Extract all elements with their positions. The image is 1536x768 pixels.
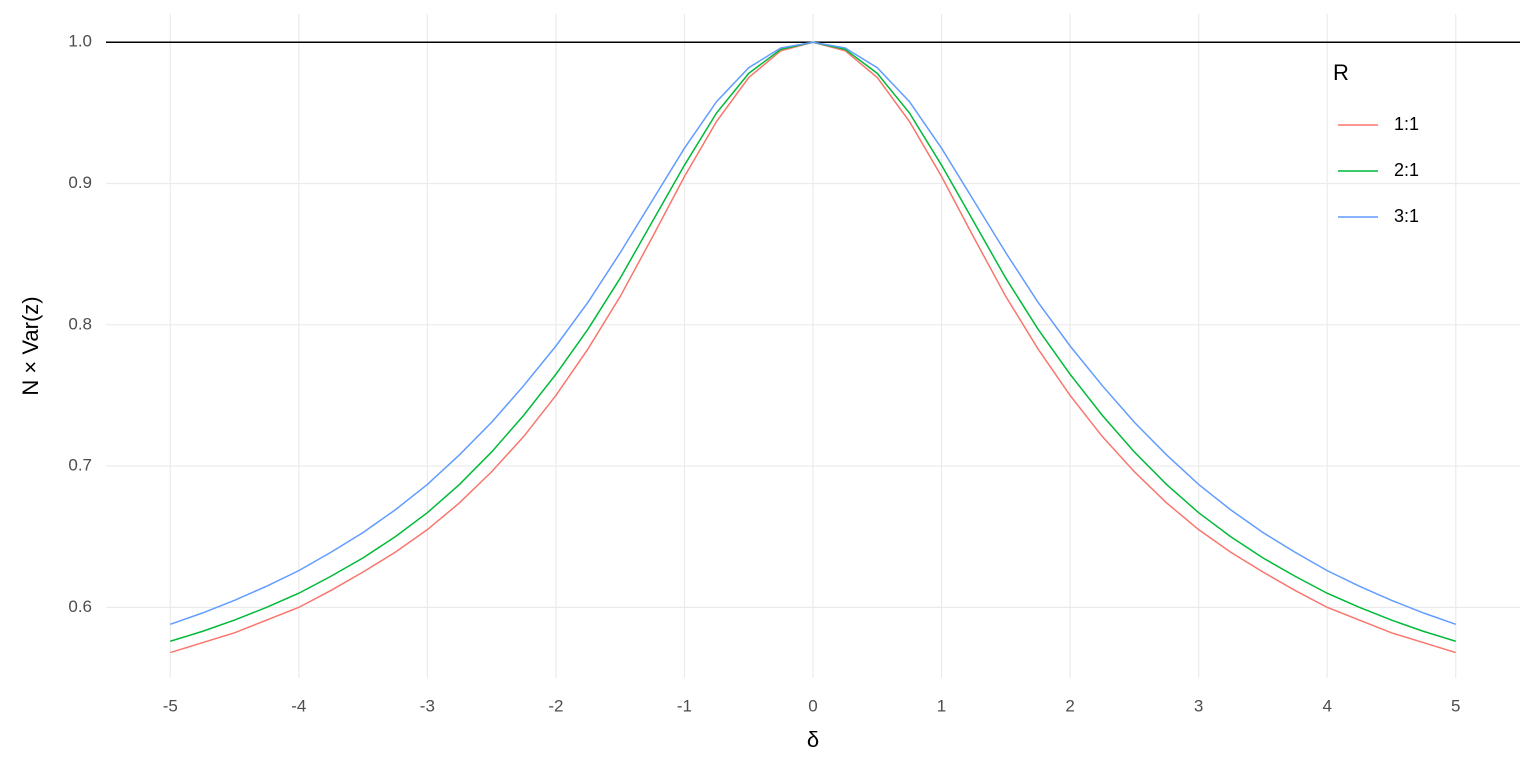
- x-tick-label: 5: [1451, 696, 1460, 715]
- x-tick-label: -3: [420, 696, 435, 715]
- x-tick-label: -1: [677, 696, 692, 715]
- x-tick-label: 1: [937, 696, 946, 715]
- y-tick-label: 0.7: [68, 456, 92, 475]
- legend-label: 2:1: [1394, 160, 1419, 180]
- y-tick-label: 0.6: [68, 597, 92, 616]
- y-axis-title: N × Var(z): [18, 296, 43, 395]
- y-tick-label: 0.9: [68, 173, 92, 192]
- x-axis-title: δ: [807, 727, 819, 752]
- legend-label: 3:1: [1394, 206, 1419, 226]
- grid: [106, 14, 1520, 678]
- x-tick-label: 3: [1194, 696, 1203, 715]
- series-line: [170, 41, 1456, 626]
- y-tick-label: 1.0: [68, 32, 92, 51]
- x-tick-label: -5: [163, 696, 178, 715]
- x-tick-label: 0: [808, 696, 817, 715]
- legend-label: 1:1: [1394, 114, 1419, 134]
- x-tick-label: 4: [1322, 696, 1331, 715]
- x-tick-label: -2: [548, 696, 563, 715]
- legend-title: R: [1333, 60, 1349, 85]
- x-tick-label: -4: [291, 696, 306, 715]
- x-tick-label: 2: [1065, 696, 1074, 715]
- y-tick-label: 0.8: [68, 314, 92, 333]
